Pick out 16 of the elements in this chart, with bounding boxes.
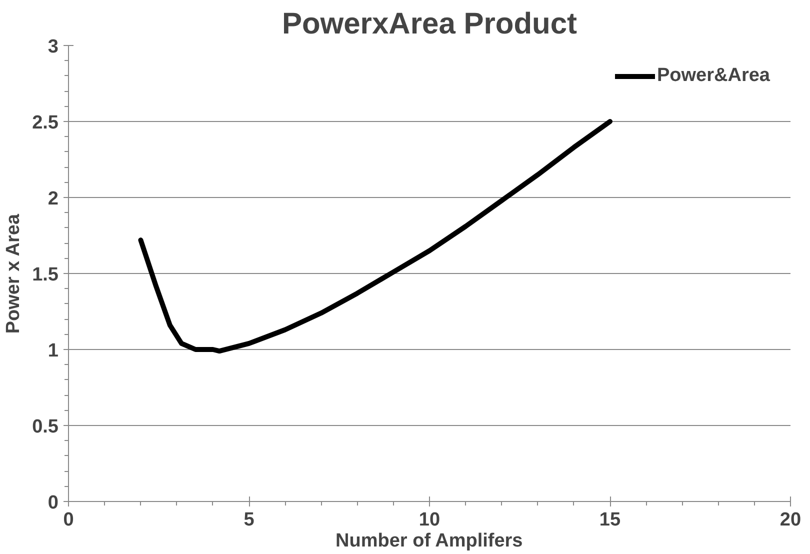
x-tick-label: 5 (244, 510, 255, 530)
x-tick-label: 0 (63, 510, 74, 530)
y-tick-label: 1 (48, 340, 59, 362)
x-tick-label: 10 (418, 510, 440, 530)
y-axis-title: Power x Area (3, 214, 24, 334)
y-tick-label: 1.5 (32, 264, 59, 286)
legend-label: Power&Area (657, 65, 770, 87)
y-tick-label: 0.5 (32, 416, 59, 438)
y-tick-label: 2 (48, 188, 59, 210)
y-tick-label: 0 (48, 492, 59, 514)
chart-title: PowerxArea Product (282, 8, 578, 40)
x-tick-label: 20 (780, 510, 802, 530)
y-tick-label: 2.5 (32, 112, 59, 134)
x-axis-title: Number of Amplifers (336, 530, 523, 552)
x-tick-label: 15 (599, 510, 621, 530)
y-tick-label: 3 (48, 36, 59, 58)
